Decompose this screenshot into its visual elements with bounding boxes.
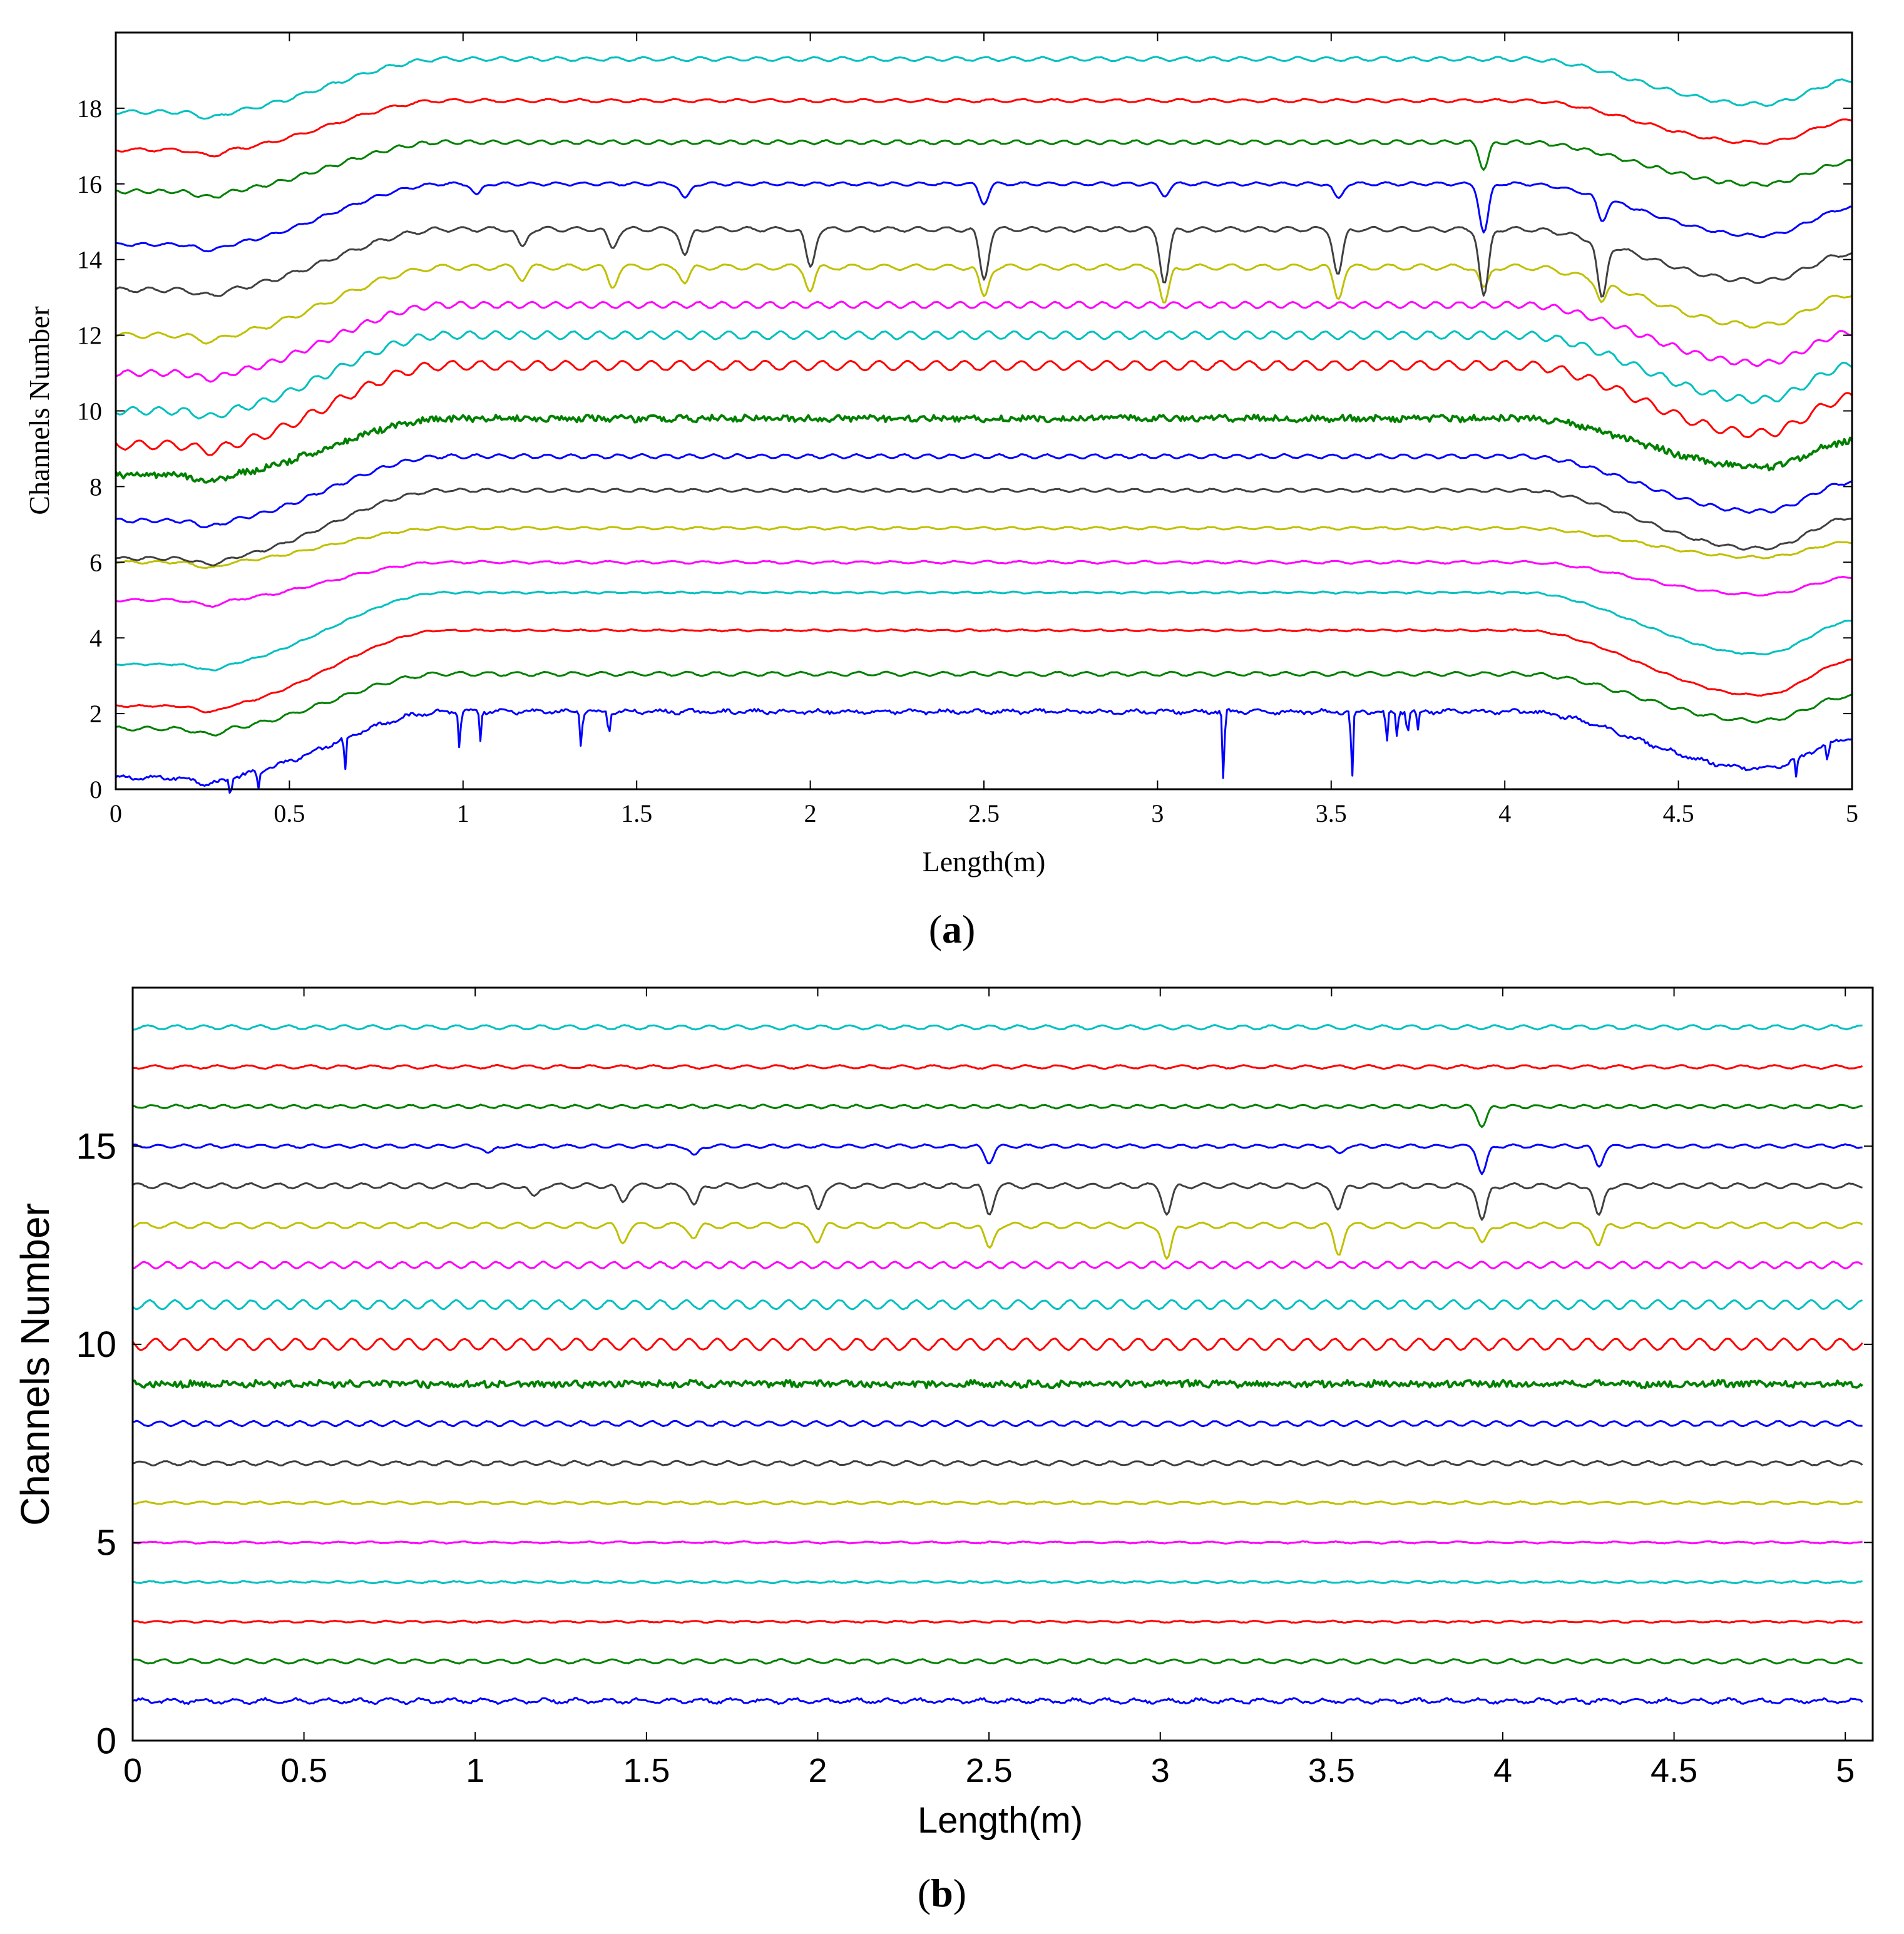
x-tick-label: 3 <box>1151 1752 1170 1789</box>
series-line-6 <box>132 1500 1863 1506</box>
panel-a-caption-letter: a <box>942 907 962 951</box>
panel-b: 0 0.5 1 1.5 2 2.5 3 3.5 4 4.5 5 0 5 10 15 Length(m) Ch… <box>13 986 1874 1915</box>
x-tick-label: 4.5 <box>1651 1752 1697 1789</box>
x-tick-label: 0 <box>123 1752 142 1789</box>
panel-b-ylabel: Channels Number <box>13 1203 58 1526</box>
y-tick-label: 15 <box>76 1127 116 1167</box>
y-tick-label: 6 <box>90 548 102 576</box>
x-tick-label: 3 <box>1151 799 1164 827</box>
series-line-10 <box>131 1337 1863 1351</box>
x-tick-label: 1 <box>466 1752 484 1789</box>
series-line-6 <box>115 526 1853 570</box>
panel-b-caption: (b) <box>918 1871 966 1915</box>
x-tick-label: 2 <box>808 1752 827 1789</box>
series-line-14 <box>115 225 1853 298</box>
series-line-13 <box>115 263 1853 345</box>
y-tick-label: 10 <box>77 397 102 426</box>
y-tick-label: 8 <box>90 473 102 501</box>
series-line-11 <box>131 1299 1863 1311</box>
panel-a-caption: (a) <box>929 907 976 951</box>
series-line-10 <box>115 359 1853 456</box>
series-line-5 <box>132 1540 1863 1545</box>
x-tick-label: 2 <box>804 799 817 827</box>
series-line-1 <box>115 707 1853 794</box>
series-line-18 <box>115 56 1853 120</box>
series-line-17 <box>115 98 1853 158</box>
y-tick-label: 16 <box>77 170 102 198</box>
series-line-1 <box>132 1697 1863 1706</box>
series-line-8 <box>115 453 1853 528</box>
series-line-13 <box>132 1221 1863 1260</box>
series-line-15 <box>115 181 1853 253</box>
series-line-14 <box>132 1182 1863 1221</box>
x-tick-label: 2.5 <box>968 799 1000 827</box>
panel-b-caption-letter: b <box>931 1871 953 1915</box>
series-line-5 <box>115 560 1853 608</box>
panel-b-xlabel: Length(m) <box>918 1800 1083 1841</box>
panel-a-ticks: 0 0.5 1 1.5 2 2.5 3 3.5 4 4.5 5 0 2 4 6 8 10 12 14 16 18 <box>77 33 1858 827</box>
series-line-16 <box>115 139 1853 199</box>
x-tick-label: 0 <box>110 799 122 827</box>
series-line-4 <box>132 1580 1863 1585</box>
y-tick-label: 0 <box>90 775 102 804</box>
y-tick-label: 2 <box>90 700 102 728</box>
x-tick-label: 5 <box>1836 1752 1855 1789</box>
x-tick-label: 1.5 <box>621 799 652 827</box>
x-tick-label: 4 <box>1498 799 1511 827</box>
x-tick-label: 3.5 <box>1316 799 1347 827</box>
y-tick-label: 4 <box>90 624 102 652</box>
x-tick-label: 2.5 <box>966 1752 1013 1789</box>
series-line-8 <box>132 1420 1863 1428</box>
panel-b-axes-box <box>131 986 1874 1742</box>
x-tick-label: 1 <box>457 799 469 827</box>
y-tick-label: 5 <box>96 1523 116 1563</box>
series-line-3 <box>132 1619 1863 1624</box>
panel-a-xlabel: Length(m) <box>923 846 1046 877</box>
x-tick-label: 0.5 <box>274 799 305 827</box>
y-tick-label: 14 <box>77 246 102 274</box>
x-tick-label: 4 <box>1493 1752 1512 1789</box>
panel-b-series-group <box>131 1024 1863 1706</box>
series-line-2 <box>132 1658 1863 1665</box>
series-line-12 <box>132 1261 1863 1270</box>
x-tick-label: 3.5 <box>1308 1752 1355 1789</box>
y-tick-label: 10 <box>76 1324 116 1365</box>
panel-a: 0 0.5 1 1.5 2 2.5 3 3.5 4 4.5 5 0 2 4 6 8 10 12 14 16 18 Len… <box>23 31 1858 951</box>
panel-b-ticks: 0 0.5 1 1.5 2 2.5 3 3.5 4 4.5 5 0 5 10 15 <box>76 988 1873 1789</box>
series-line-4 <box>115 590 1853 672</box>
series-line-9 <box>132 1378 1863 1389</box>
series-line-12 <box>115 300 1853 383</box>
panel-a-ylabel: Channels Number <box>23 306 55 514</box>
y-tick-label: 0 <box>96 1721 116 1761</box>
x-tick-label: 1.5 <box>623 1752 670 1789</box>
panel-a-series-group <box>115 56 1853 794</box>
series-line-3 <box>115 628 1853 714</box>
y-tick-label: 18 <box>77 95 102 123</box>
series-line-16 <box>132 1103 1863 1128</box>
series-line-15 <box>132 1143 1863 1175</box>
series-line-17 <box>132 1064 1863 1070</box>
series-line-9 <box>115 413 1853 484</box>
series-line-7 <box>132 1460 1863 1467</box>
y-tick-label: 12 <box>77 322 102 350</box>
x-tick-label: 5 <box>1846 799 1858 827</box>
x-tick-label: 4.5 <box>1663 799 1694 827</box>
series-line-2 <box>115 670 1853 737</box>
series-line-18 <box>132 1024 1863 1031</box>
series-line-7 <box>115 487 1853 566</box>
x-tick-label: 0.5 <box>280 1752 327 1789</box>
series-line-11 <box>115 330 1853 420</box>
